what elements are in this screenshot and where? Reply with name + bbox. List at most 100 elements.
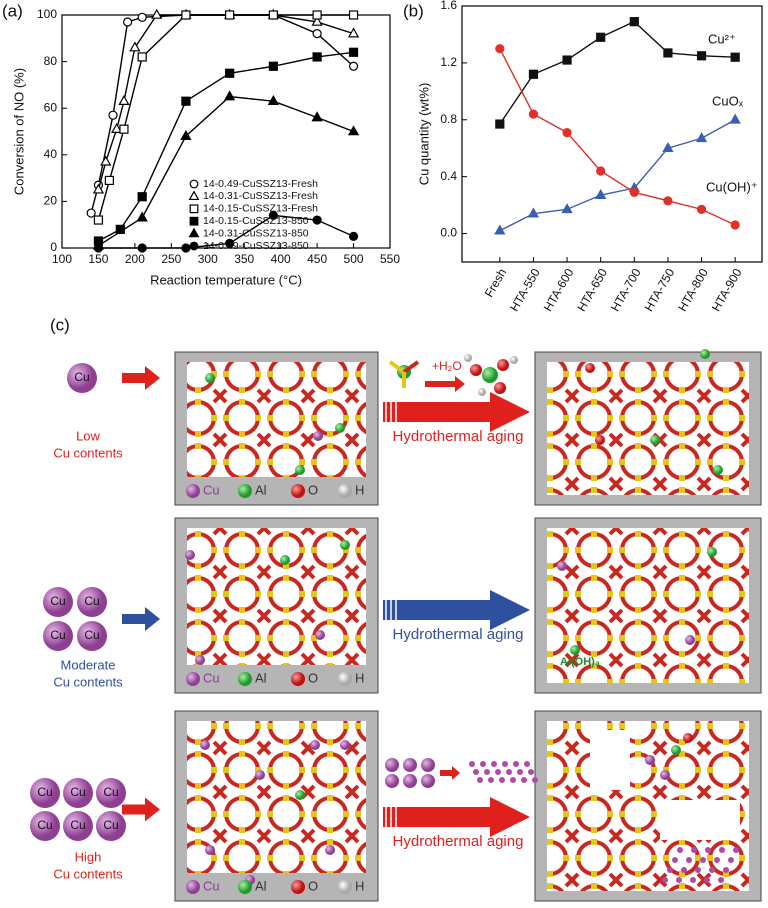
data-point xyxy=(494,224,506,235)
data-point xyxy=(180,129,192,140)
data-point xyxy=(86,208,96,218)
aging-label: Hydrothermal aging xyxy=(393,833,524,850)
cu-cluster xyxy=(506,769,512,775)
cu-cluster xyxy=(662,877,668,883)
atom xyxy=(295,790,305,800)
legend-label: Al xyxy=(255,670,267,685)
y-axis-label: Conversion of NO (%) xyxy=(11,68,26,195)
data-point xyxy=(225,10,235,20)
gap xyxy=(660,800,740,840)
series-line xyxy=(499,20,736,125)
atom xyxy=(707,547,717,557)
x-tick-label: HTA-800 xyxy=(675,266,711,314)
cu-cluster xyxy=(733,847,739,853)
aging-arrow xyxy=(383,797,530,837)
legend-atom xyxy=(186,484,200,498)
x-tick-label: 500 xyxy=(344,252,364,266)
framework xyxy=(547,362,749,495)
cu-sphere-label: Cu xyxy=(37,785,52,799)
data-point xyxy=(312,52,322,62)
row-label: Cu contents xyxy=(53,674,123,689)
x-tick-label: 450 xyxy=(307,252,327,266)
data-point xyxy=(495,44,505,54)
legend-marker xyxy=(189,241,199,251)
legend-marker xyxy=(188,190,200,201)
series-line xyxy=(98,51,354,242)
cu-sphere-label: Cu xyxy=(70,785,85,799)
legend-label: Al xyxy=(255,878,267,893)
data-point xyxy=(528,69,539,79)
cu-sphere xyxy=(63,778,93,808)
panel-label: (b) xyxy=(403,1,424,20)
panel-label: (a) xyxy=(2,1,23,20)
data-point xyxy=(695,132,708,143)
bond xyxy=(402,360,420,374)
legend-label: O xyxy=(308,670,318,685)
atom xyxy=(470,364,482,376)
cu-sphere xyxy=(96,811,126,841)
legend-label: O xyxy=(308,482,318,497)
data-point xyxy=(181,96,191,106)
y-tick-label: 20 xyxy=(44,194,58,208)
x-tick-label: HTA-900 xyxy=(709,266,745,314)
data-point xyxy=(92,183,105,194)
atom xyxy=(185,550,195,560)
atom xyxy=(310,740,320,750)
cu-sphere-small xyxy=(385,774,399,788)
data-point xyxy=(527,207,540,218)
series-label: Cu(OH)⁺ xyxy=(706,179,758,194)
legend-label: H xyxy=(355,878,364,893)
data-point xyxy=(129,41,141,52)
cu-cluster xyxy=(477,777,483,783)
x-tick-label: HTA-550 xyxy=(507,266,543,314)
data-point xyxy=(595,188,607,199)
atom xyxy=(645,755,655,765)
row-label: Low xyxy=(76,428,100,443)
cu-sphere xyxy=(63,811,93,841)
framework xyxy=(187,721,366,873)
data-point xyxy=(596,166,606,176)
legend-atom xyxy=(238,484,252,498)
cu-cluster xyxy=(704,877,710,883)
cu-sphere-label: Cu xyxy=(84,628,99,642)
series-line xyxy=(499,48,736,226)
atom xyxy=(570,645,580,655)
atom xyxy=(280,555,290,565)
cu-cluster xyxy=(677,847,683,853)
legend-atom xyxy=(291,672,305,686)
small-arrow xyxy=(122,797,160,822)
legend-label: Al xyxy=(255,482,267,497)
row-label: Moderate xyxy=(61,657,116,672)
cu-cluster xyxy=(469,761,475,767)
x-tick-label: HTA-600 xyxy=(541,266,577,314)
data-point xyxy=(118,94,130,106)
x-tick-label: 400 xyxy=(271,252,291,266)
data-point xyxy=(729,113,741,124)
legend-label: 14-0.49-CuSSZ13-850 xyxy=(203,240,309,252)
cu-cluster xyxy=(672,857,678,863)
data-point xyxy=(119,124,129,134)
panel-label: (c) xyxy=(50,315,70,334)
cu-sphere xyxy=(43,621,73,651)
atom xyxy=(255,770,265,780)
cu-cluster xyxy=(728,857,734,863)
series-line xyxy=(97,14,354,190)
legend-label: O xyxy=(308,878,318,893)
cu-cluster xyxy=(513,761,519,767)
cu-cluster xyxy=(488,777,494,783)
legend-label: Cu xyxy=(203,878,220,893)
data-point xyxy=(730,220,740,230)
data-point xyxy=(122,17,133,27)
legend-marker xyxy=(189,216,199,226)
cu-sphere-label: Cu xyxy=(84,594,99,608)
y-tick-label: 80 xyxy=(44,54,58,68)
cu-cluster xyxy=(718,877,724,883)
atom xyxy=(340,740,350,750)
x-tick-label: 200 xyxy=(125,252,145,266)
y-tick-label: 100 xyxy=(37,7,57,21)
framework xyxy=(187,528,366,665)
aging-arrow xyxy=(383,392,530,432)
cu-sphere xyxy=(77,587,107,617)
data-point xyxy=(137,192,147,202)
